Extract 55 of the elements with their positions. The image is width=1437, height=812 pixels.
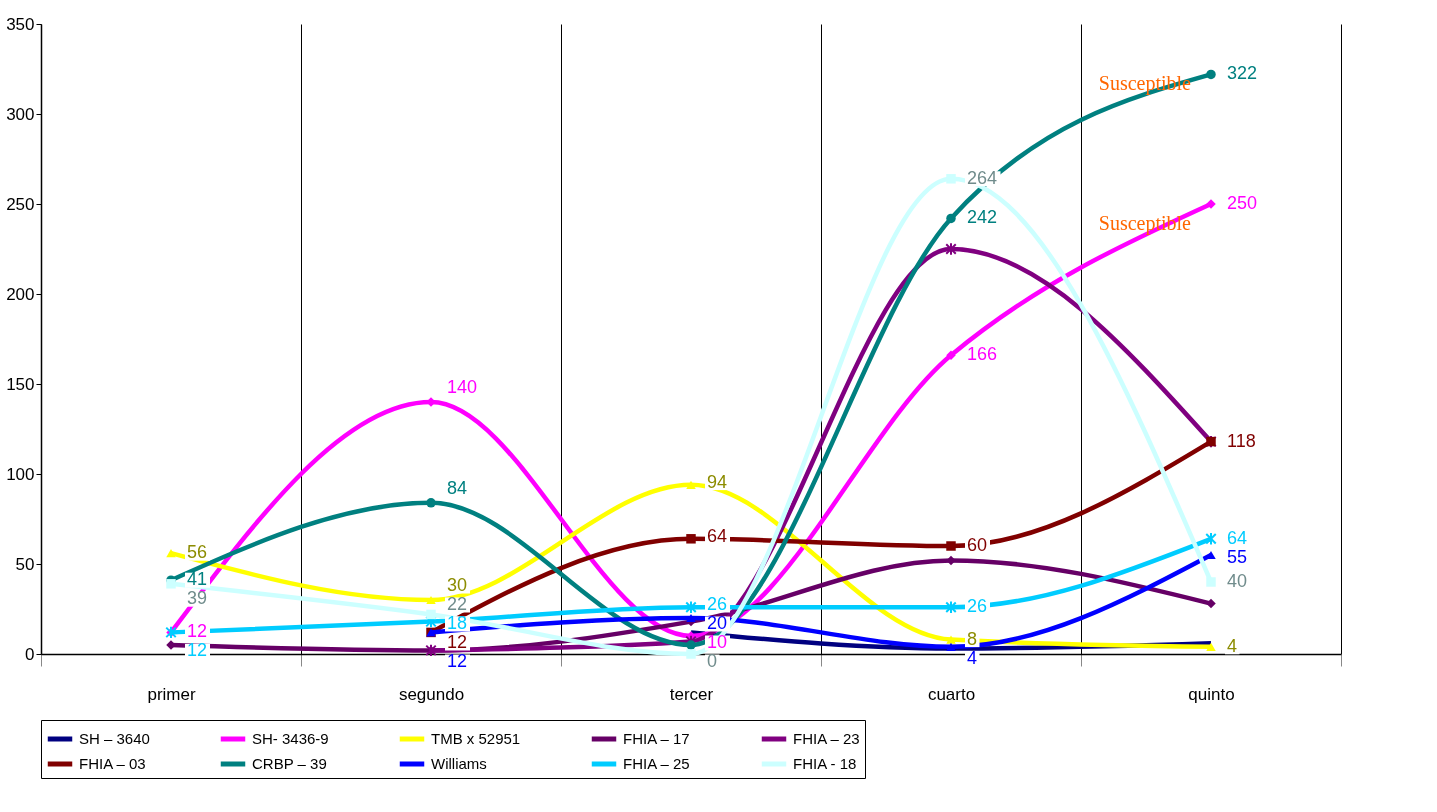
data-label: 18 [447, 613, 468, 633]
data-label: 0 [707, 651, 718, 671]
data-label: 10 [707, 632, 728, 652]
data-label: 322 [1227, 63, 1258, 84]
data-label: 118 [1227, 430, 1256, 451]
legend-label: FHIA – 17 [623, 730, 690, 747]
y-tick-label: 250 [6, 194, 35, 214]
data-label: 94 [707, 471, 728, 492]
data-label: 41 [187, 569, 208, 590]
y-tick-label: 300 [6, 104, 35, 124]
legend-label: FHIA - 18 [793, 755, 857, 772]
data-label: 12 [447, 651, 468, 671]
data-label: 56 [187, 542, 208, 563]
y-tick-label: 100 [6, 464, 35, 484]
data-label: 4 [967, 647, 978, 668]
legend-label: SH- 3436-9 [252, 730, 329, 747]
data-label: 30 [447, 575, 468, 595]
data-label: 26 [967, 596, 988, 617]
x-tick-label: cuarto [927, 684, 976, 704]
y-tick-label: 0 [25, 644, 35, 664]
y-tick-label: 350 [6, 14, 35, 34]
data-label: 20 [707, 613, 728, 633]
legend-label: Williams [431, 755, 487, 772]
data-label: 8 [967, 628, 978, 649]
data-label: 250 [1227, 193, 1258, 213]
data-label: 22 [447, 594, 468, 614]
data-label: 40 [1227, 571, 1248, 591]
x-tick-label: quinto [1188, 684, 1235, 704]
legend-label: SH – 3640 [79, 730, 150, 747]
data-label: 12 [187, 640, 208, 661]
data-label: 140 [447, 377, 478, 397]
legend-label: FHIA – 23 [793, 730, 860, 747]
data-label: 4 [1227, 635, 1238, 656]
data-label: 55 [1227, 546, 1248, 567]
data-label: 264 [967, 167, 998, 188]
legend-label: CRBP – 39 [252, 755, 327, 772]
y-tick-label: 150 [6, 374, 35, 394]
data-label: 84 [447, 477, 468, 498]
legend-label: FHIA – 25 [623, 755, 690, 772]
x-tick-label: segundo [398, 684, 465, 704]
legend-label: TMB x 52951 [431, 730, 521, 747]
y-tick-label: 50 [15, 554, 35, 574]
data-label: 64 [1227, 527, 1248, 548]
data-label: 242 [967, 207, 998, 228]
data-label: 12 [187, 621, 208, 642]
data-label: 12 [447, 632, 468, 652]
data-label: 60 [967, 535, 988, 555]
legend-label: FHIA – 03 [79, 755, 146, 772]
x-tick-label: primer [147, 684, 196, 704]
data-label: 64 [707, 525, 728, 546]
data-label: 166 [967, 344, 998, 365]
x-tick-label: tercer [669, 684, 714, 704]
data-label: 39 [187, 588, 208, 609]
y-tick-label: 200 [6, 284, 35, 304]
data-label: 26 [707, 594, 728, 614]
